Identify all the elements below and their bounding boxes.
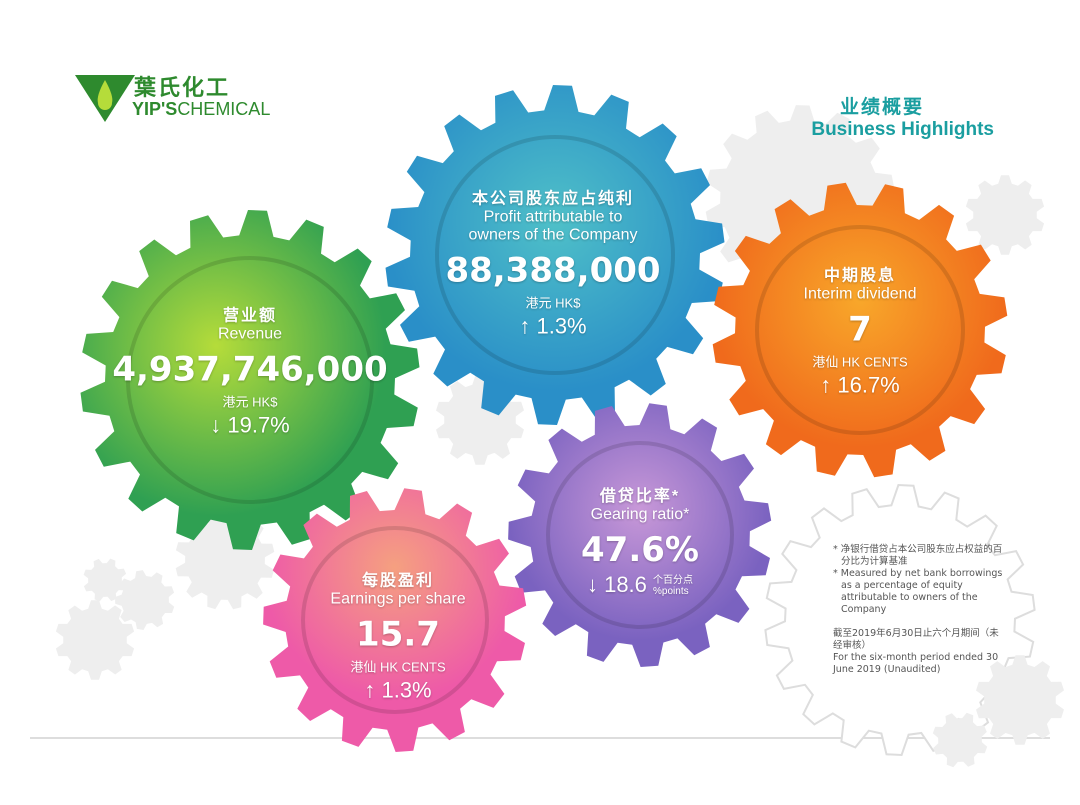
- profit-change: ↑ 1.3%: [519, 313, 587, 339]
- eps-gear-shape-ring: [301, 526, 489, 714]
- note-cn: * 净银行借贷占本公司股东应占权益的百分比为计算基准: [833, 544, 1003, 567]
- revenue-en: Revenue: [217, 325, 283, 343]
- eps-cn: 每股盈利: [361, 572, 434, 590]
- heading-en: Business Highlights: [811, 119, 994, 140]
- dividend-gear-shape: [712, 182, 1008, 478]
- revenue-gear-shape-ring: [126, 256, 374, 504]
- profit-gear-shape: [385, 85, 725, 425]
- logo-cn: 葉氏化工: [134, 76, 231, 101]
- eps-change: ↑ 1.3%: [364, 677, 432, 703]
- decorative-gear-icon: [976, 655, 1064, 745]
- footnotes: * 净银行借贷占本公司股东应占权益的百分比为计算基准 * Measured by…: [833, 544, 1003, 676]
- decorative-gear-icon: [115, 570, 175, 630]
- dividend-gear-shape-ring: [755, 225, 965, 435]
- logo-en: YIP'SCHEMICAL: [132, 99, 270, 120]
- gearing-change-unit-en: %points: [653, 586, 689, 598]
- period-en: For the six-month period ended 30 June 2…: [833, 652, 999, 675]
- gearing-gear-shape-ring: [546, 441, 734, 629]
- heading-cn: 业绩概要: [839, 96, 924, 118]
- gearing-change: ↓ 18.6: [586, 572, 647, 597]
- dividend-en: Interim dividend: [803, 285, 917, 303]
- revenue-gear: 营业额 Revenue 4,937,746,000 港元 HK$ ↓ 19.7%: [112, 302, 387, 439]
- company-logo: 葉氏化工 YIP'SCHEMICAL: [72, 70, 272, 125]
- gearing-cn: 借贷比率*: [599, 488, 681, 505]
- gearing-change-row: ↓ 18.6 个百分点 %points: [581, 572, 699, 598]
- profit-cn: 本公司股东应占纯利: [471, 190, 634, 208]
- gearing-en: Gearing ratio*: [590, 506, 690, 523]
- dividend-value: 7: [848, 309, 872, 350]
- note-en: * Measured by net bank borrowings as a p…: [833, 568, 1003, 615]
- dividend-change: ↑ 16.7%: [820, 372, 900, 398]
- gearing-gear: 借贷比率* Gearing ratio* 47.6% ↓ 18.6 个百分点 %p…: [581, 482, 699, 598]
- profit-en-1: Profit attributable to: [483, 208, 623, 226]
- logo-en-rest: CHEMICAL: [177, 99, 271, 119]
- eps-gear: 每股盈利 Earnings per share 15.7 港仙 HK CENTS…: [330, 567, 465, 704]
- revenue-gear-shape: [80, 210, 420, 550]
- logo-en-bold: YIP'S: [132, 99, 178, 119]
- decorative-gear-icon: [932, 712, 988, 768]
- profit-value: 88,388,000: [445, 250, 661, 291]
- logo-droplet-icon: [97, 80, 113, 110]
- revenue-value: 4,937,746,000: [112, 349, 388, 390]
- dividend-cn: 中期股息: [823, 267, 897, 285]
- gearing-change-unit-cn: 个百分点: [653, 575, 694, 587]
- eps-en: Earnings per share: [330, 590, 466, 608]
- decorative-gear-icon: [55, 600, 135, 680]
- revenue-cn: 营业额: [222, 307, 278, 325]
- profit-unit: 港元 HK$: [525, 295, 581, 311]
- profit-gear: 本公司股东应占纯利 Profit attributable to owners …: [445, 185, 660, 340]
- revenue-unit: 港元 HK$: [222, 394, 278, 410]
- eps-gear-shape: [263, 488, 527, 752]
- page-heading: 业绩概要 Business Highlights: [811, 92, 994, 141]
- gearing-gear-shape: [508, 403, 772, 667]
- decorative-gear-icon: [83, 558, 127, 602]
- profit-en-2: owners of the Company: [468, 226, 638, 244]
- gearing-value: 47.6%: [581, 530, 699, 570]
- revenue-change: ↓ 19.7%: [210, 412, 290, 438]
- period-cn: 截至2019年6月30日止六个月期间（未经审核）: [833, 628, 999, 651]
- eps-unit: 港仙 HK CENTS: [350, 659, 446, 675]
- dividend-gear: 中期股息 Interim dividend 7 港仙 HK CENTS ↑ 16…: [804, 262, 917, 399]
- decorative-gear-icon: [965, 175, 1045, 255]
- profit-gear-shape-ring: [435, 135, 675, 375]
- eps-value: 15.7: [356, 614, 440, 655]
- dividend-unit: 港仙 HK CENTS: [812, 354, 908, 370]
